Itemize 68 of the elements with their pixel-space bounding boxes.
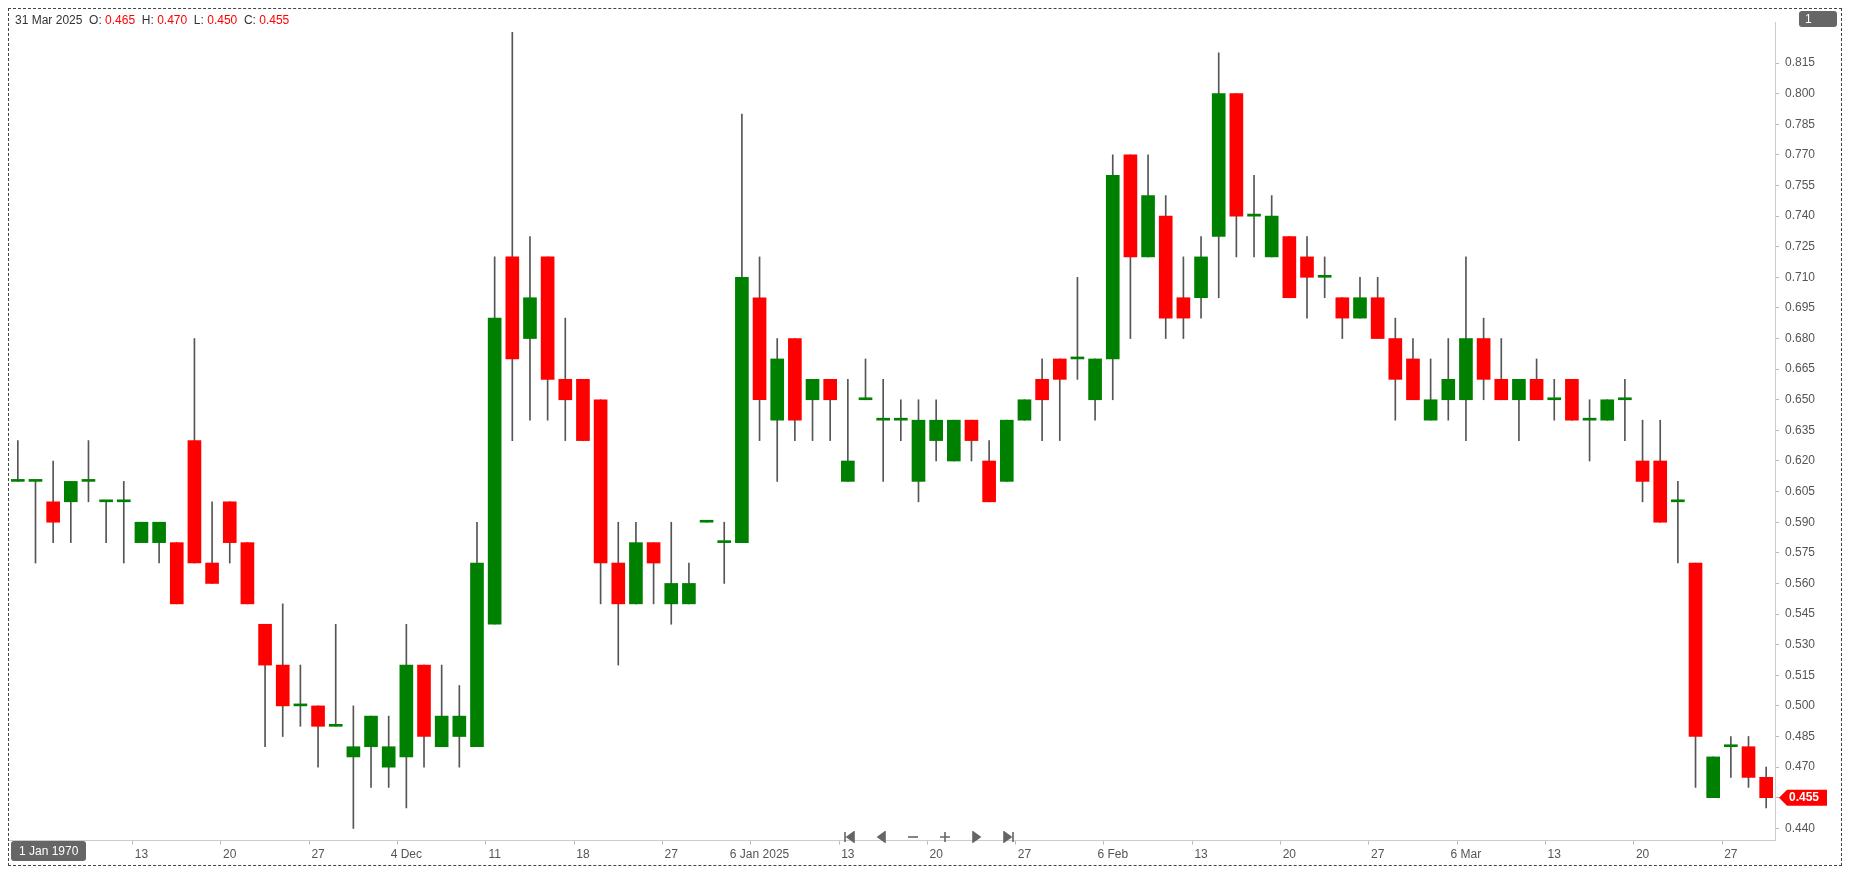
x-tick-label: 27 bbox=[1370, 847, 1385, 862]
y-tick-label: 0.650 bbox=[1785, 392, 1816, 407]
y-tick-label: 0.695 bbox=[1785, 300, 1816, 315]
x-tick-label: 13 bbox=[134, 847, 149, 862]
candlestick bbox=[328, 623, 343, 727]
y-tick-label: 0.770 bbox=[1785, 147, 1816, 162]
y-tick-label: 0.725 bbox=[1785, 239, 1816, 254]
candlestick bbox=[205, 501, 219, 584]
text: 1 Jan 1970 bbox=[11, 841, 87, 861]
y-tick-label: 0.680 bbox=[1785, 330, 1816, 345]
y-tick-label: 0.665 bbox=[1785, 361, 1816, 376]
x-tick-label: 13 bbox=[841, 847, 855, 862]
candlestick bbox=[11, 440, 25, 482]
x-tick-label: 11 bbox=[488, 847, 502, 862]
annotation: 0.455 bbox=[259, 13, 290, 27]
candlestick bbox=[1547, 379, 1562, 421]
y-tick-label: 0.590 bbox=[1785, 514, 1816, 529]
candlestick bbox=[876, 379, 890, 482]
y-tick-label: 0.800 bbox=[1785, 85, 1816, 100]
candlestick bbox=[1724, 736, 1738, 778]
x-tick-label: 13 bbox=[1194, 847, 1209, 862]
candlestick bbox=[717, 521, 732, 584]
candlestick bbox=[664, 521, 679, 625]
x-tick-label: 20 bbox=[1282, 847, 1297, 862]
y-tick-label: 0.470 bbox=[1785, 759, 1816, 774]
candlestick bbox=[894, 399, 908, 441]
y-tick-label: 0.530 bbox=[1785, 636, 1816, 651]
candlestick bbox=[1671, 481, 1685, 564]
x-tick-label: 27 bbox=[1017, 847, 1032, 862]
text: 0.455 bbox=[1789, 790, 1820, 805]
y-tick-label: 0.485 bbox=[1785, 728, 1816, 743]
x-tick-label: 27 bbox=[311, 847, 326, 862]
y-tick-label: 0.740 bbox=[1785, 208, 1816, 223]
candlestick bbox=[1441, 338, 1456, 421]
x-tick-label: 6 Mar bbox=[1450, 847, 1482, 862]
y-tick-label: 0.755 bbox=[1785, 177, 1816, 192]
x-tick-label: 20 bbox=[929, 847, 944, 862]
y-tick-label: 0.500 bbox=[1785, 698, 1816, 713]
x-tick-label: 20 bbox=[223, 847, 237, 862]
candlestick bbox=[1317, 256, 1332, 299]
candlestick bbox=[523, 236, 537, 421]
x-tick-label: 6 Jan 2025 bbox=[729, 847, 790, 862]
y-tick-label: 0.635 bbox=[1785, 422, 1816, 437]
y-tick-label: 0.710 bbox=[1785, 269, 1816, 284]
candlestick bbox=[558, 317, 573, 441]
y-tick-label: 0.815 bbox=[1785, 55, 1816, 70]
x-tick-label: 18 bbox=[576, 847, 590, 862]
x-tick-label: 27 bbox=[1724, 847, 1738, 862]
y-tick-label: 0.785 bbox=[1785, 116, 1816, 131]
x-tick-label: 13 bbox=[1547, 847, 1562, 862]
y-tick-label: 0.560 bbox=[1785, 575, 1816, 590]
candlestick bbox=[505, 32, 520, 441]
x-tick-label: 4 Dec bbox=[390, 847, 423, 862]
candlestick bbox=[1618, 379, 1632, 441]
candlestick bbox=[841, 379, 855, 482]
candlestick bbox=[99, 499, 113, 543]
chart-title: 31 Mar 2025 O: 0.465 H: 0.470 L: 0.450 C: bbox=[15, 13, 256, 27]
y-tick-label: 0.575 bbox=[1785, 545, 1816, 560]
text: 1 bbox=[1799, 11, 1837, 27]
y-tick-label: 0.515 bbox=[1785, 667, 1816, 682]
candlestick bbox=[116, 481, 131, 564]
x-tick-label: 6 Feb bbox=[1097, 847, 1129, 862]
y-tick-label: 0.440 bbox=[1785, 820, 1816, 835]
x-tick-label: 27 bbox=[664, 847, 679, 862]
x-tick-label: 20 bbox=[1635, 847, 1650, 862]
y-tick-label: 0.545 bbox=[1785, 606, 1816, 621]
y-tick-label: 0.620 bbox=[1785, 453, 1816, 468]
y-tick-label: 0.605 bbox=[1785, 483, 1816, 498]
